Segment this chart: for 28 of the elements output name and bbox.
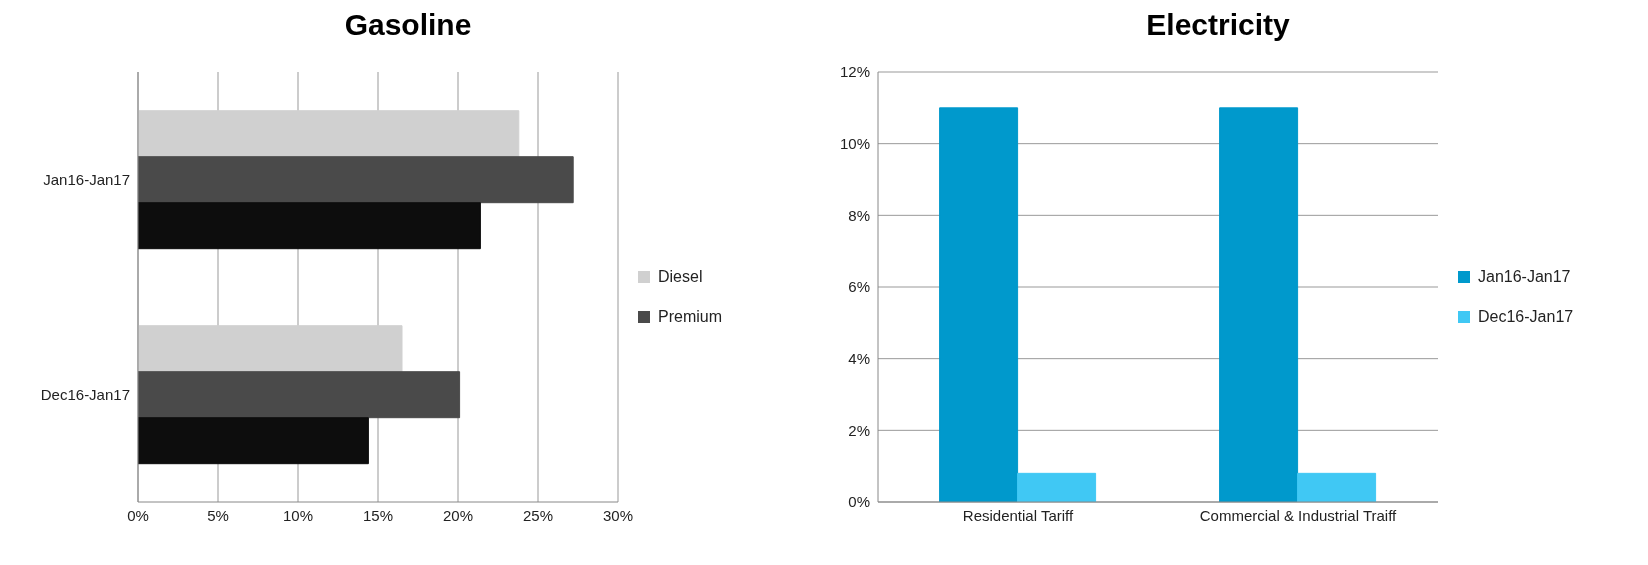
y-tick-label: 0% xyxy=(848,493,870,511)
y-tick-label: 8% xyxy=(848,206,870,224)
x-tick-label: 20% xyxy=(442,506,474,524)
x-tick-label: 30% xyxy=(602,506,634,524)
y-tick-label: 4% xyxy=(848,349,870,367)
x-tick-label: 5% xyxy=(207,506,229,524)
bar xyxy=(138,325,403,373)
bar xyxy=(138,417,369,465)
x-tick-label: Residential Tariff xyxy=(962,506,1074,524)
bar xyxy=(138,110,520,158)
bar xyxy=(138,156,574,204)
x-tick-label: 0% xyxy=(127,506,149,524)
legend-label: Jan16-Jan17 xyxy=(1478,268,1571,286)
x-tick-label: 15% xyxy=(362,506,394,524)
x-tick-label: 25% xyxy=(522,506,554,524)
chart-title: Electricity xyxy=(1145,8,1291,43)
legend-label: Diesel xyxy=(658,268,703,286)
chart-title: Gasoline xyxy=(343,8,473,43)
x-tick-label: 10% xyxy=(282,506,314,524)
bar xyxy=(138,202,481,250)
x-tick-label: Commercial & Industrial Traiff xyxy=(1199,506,1398,524)
y-tick-label: 2% xyxy=(848,421,870,439)
legend-label: Dec16-Jan17 xyxy=(1478,308,1574,326)
y-tick-label: 10% xyxy=(839,134,870,152)
legend-label: Premium xyxy=(658,308,723,326)
bar xyxy=(138,371,461,419)
y-tick-label: 12% xyxy=(839,63,870,81)
y-tick-label: 6% xyxy=(848,278,870,296)
